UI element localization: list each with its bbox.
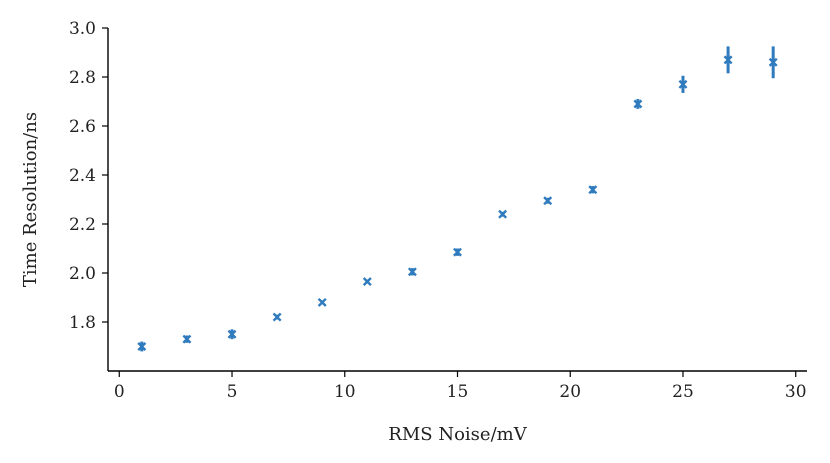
data-point xyxy=(678,75,688,93)
data-point xyxy=(453,247,462,257)
x-tick-label: 15 xyxy=(447,382,469,402)
x-axis-label: RMS Noise/mV xyxy=(388,424,527,445)
y-tick-label: 2.8 xyxy=(69,68,96,88)
x-tick-label: 25 xyxy=(672,382,694,402)
data-point xyxy=(407,267,417,277)
data-points xyxy=(137,46,778,352)
marker-stroke xyxy=(182,334,192,344)
marker-stroke xyxy=(362,277,372,287)
data-point xyxy=(137,341,147,352)
marker-stroke xyxy=(453,247,462,257)
marker-stroke xyxy=(407,267,417,277)
marker-stroke xyxy=(678,79,688,89)
x-tick-label: 0 xyxy=(114,382,125,402)
data-point xyxy=(633,99,643,109)
marker-stroke xyxy=(768,57,778,67)
x-tick-label: 20 xyxy=(559,382,581,402)
marker-stroke xyxy=(498,209,508,219)
marker-stroke xyxy=(137,342,147,351)
marker-stroke xyxy=(723,55,733,65)
marker-stroke xyxy=(272,312,282,322)
marker-stroke xyxy=(317,297,327,307)
y-tick-label: 2.2 xyxy=(69,215,96,235)
data-point xyxy=(588,185,598,195)
marker-stroke xyxy=(227,329,237,339)
x-tick-label: 10 xyxy=(334,382,356,402)
axes: 0 5 10 15 20 25 30 1.8 2.0 2.2 2.4 2.6 2.8 3.0 xyxy=(69,19,807,402)
data-point xyxy=(768,46,778,79)
marker-stroke xyxy=(633,99,643,109)
data-point xyxy=(362,277,372,287)
y-axis-label: Time Resolution/ns xyxy=(20,112,41,287)
data-point xyxy=(498,209,508,219)
data-point xyxy=(182,334,192,344)
data-point xyxy=(723,46,733,74)
y-tick-label: 1.8 xyxy=(69,313,96,333)
y-tick-label: 3.0 xyxy=(69,19,96,39)
marker-stroke xyxy=(588,185,598,195)
data-point xyxy=(227,329,237,340)
y-tick-label: 2.6 xyxy=(69,117,96,137)
x-tick-label: 5 xyxy=(227,382,238,402)
marker-stroke xyxy=(543,196,553,206)
data-point xyxy=(272,312,282,322)
x-tick-label: 30 xyxy=(785,382,807,402)
y-tick-label: 2.0 xyxy=(69,264,96,284)
data-point xyxy=(317,297,327,307)
data-point xyxy=(543,196,553,206)
y-tick-label: 2.4 xyxy=(69,166,96,186)
